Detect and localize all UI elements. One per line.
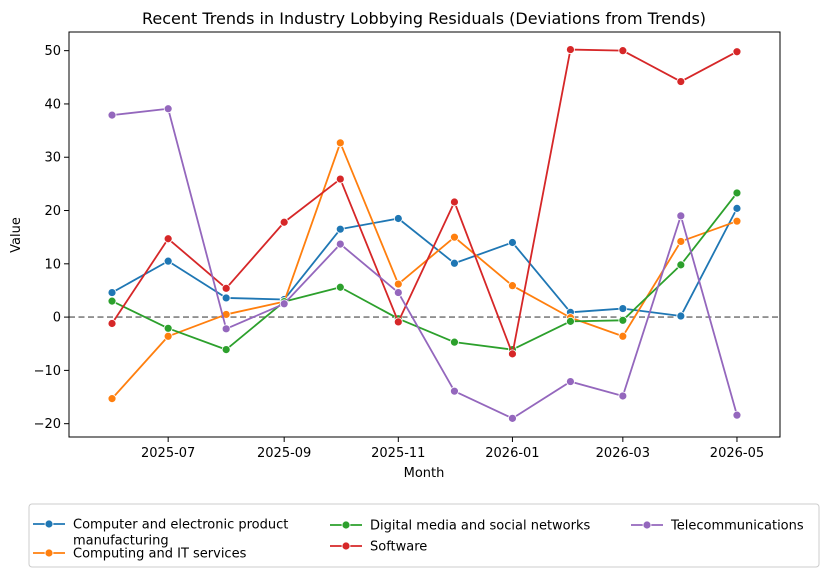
data-point: [163, 331, 173, 341]
data-point: [732, 203, 742, 213]
legend-label: Digital media and social networks: [370, 519, 590, 534]
data-point: [450, 337, 459, 347]
data-point: [566, 377, 575, 386]
data-point: [508, 349, 517, 359]
data-point: [566, 45, 575, 54]
data-point: [450, 232, 459, 242]
legend-label: Computing and IT services: [73, 547, 247, 562]
data-point: [566, 316, 575, 326]
x-tick-label: 2025-09: [257, 446, 311, 461]
x-axis-label: Month: [404, 466, 445, 481]
data-point: [107, 288, 117, 297]
data-point: [107, 394, 117, 404]
data-point: [163, 234, 173, 244]
data-point: [508, 238, 517, 247]
data-point: [279, 299, 289, 309]
legend-marker: [341, 541, 351, 551]
y-tick-label: 50: [44, 44, 61, 59]
data-point: [221, 293, 231, 303]
data-point: [676, 260, 686, 270]
plot-area: [69, 45, 780, 423]
data-point: [163, 104, 173, 114]
series-line-2: [111, 192, 738, 351]
data-point: [335, 282, 345, 292]
data-point: [508, 413, 517, 423]
series-line-4: [111, 107, 738, 420]
data-point: [618, 331, 628, 341]
data-point: [221, 324, 231, 334]
data-point: [335, 174, 345, 184]
y-tick-label: 10: [44, 257, 61, 272]
data-point: [508, 281, 517, 291]
data-point: [393, 317, 403, 327]
y-axis-label: Value: [9, 217, 24, 253]
data-point: [335, 224, 345, 234]
data-point: [393, 214, 403, 223]
x-tick-label: 2026-01: [485, 446, 539, 461]
data-point: [618, 315, 628, 325]
data-point: [450, 258, 459, 268]
legend-label: Software: [370, 540, 427, 555]
y-tick-label: 20: [44, 204, 61, 219]
data-point: [618, 46, 628, 56]
legend: Computer and electronic productmanufactu…: [28, 503, 820, 568]
data-point: [221, 345, 231, 355]
x-tick-label: 2025-07: [141, 446, 195, 461]
plot-frame: [68, 31, 781, 438]
data-point: [279, 217, 289, 227]
legend-marker: [44, 548, 54, 558]
legend-frame: [28, 503, 820, 568]
data-point: [335, 138, 345, 148]
legend-label: manufacturing: [73, 534, 169, 549]
y-tick-label: 30: [44, 151, 61, 166]
data-point: [450, 386, 459, 396]
x-tick-label: 2026-03: [596, 446, 650, 461]
data-point: [676, 237, 686, 246]
data-point: [393, 279, 403, 289]
data-point: [163, 323, 173, 333]
data-point: [732, 188, 742, 198]
x-tick-label: 2026-05: [710, 446, 764, 461]
legend-label: Computer and electronic product: [73, 518, 288, 533]
legend-marker: [642, 520, 652, 530]
y-tick-label: −20: [34, 417, 61, 432]
data-point: [732, 216, 742, 226]
series-line-3: [111, 48, 738, 355]
data-point: [107, 110, 117, 120]
data-point: [107, 296, 117, 306]
x-tick-label: 2025-11: [371, 446, 425, 461]
y-tick-label: 0: [53, 311, 61, 326]
data-point: [335, 239, 345, 249]
data-point: [107, 319, 117, 328]
legend-marker: [341, 520, 351, 530]
data-point: [163, 256, 173, 266]
legend-marker: [44, 519, 54, 529]
chart-title: Recent Trends in Industry Lobbying Resid…: [142, 9, 706, 28]
data-point: [732, 47, 742, 57]
data-point: [618, 304, 628, 313]
data-point: [676, 311, 686, 321]
y-tick-label: −10: [34, 364, 61, 379]
data-point: [393, 288, 403, 297]
data-point: [618, 391, 628, 401]
data-point: [450, 197, 459, 207]
data-point: [676, 211, 686, 221]
data-point: [221, 283, 231, 293]
y-tick-label: 40: [44, 97, 61, 112]
legend-label: Telecommunications: [670, 519, 804, 534]
data-point: [676, 77, 686, 86]
data-point: [732, 410, 742, 420]
